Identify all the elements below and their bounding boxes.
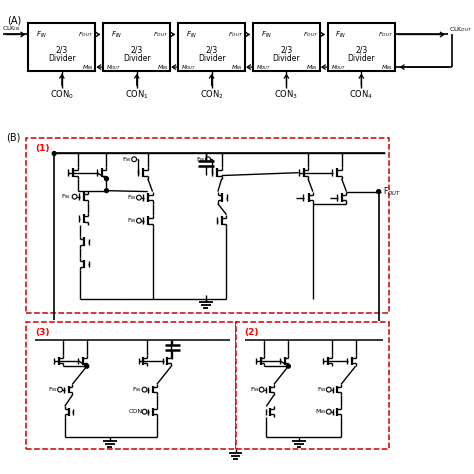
Circle shape: [105, 177, 109, 181]
Text: CLK$_{IN}$: CLK$_{IN}$: [2, 24, 21, 33]
Text: (2): (2): [244, 328, 259, 337]
Text: $F_{OUT}$: $F_{OUT}$: [153, 30, 168, 39]
Text: $F_{IN}$: $F_{IN}$: [186, 29, 197, 39]
Text: F$_{IN}$: F$_{IN}$: [196, 155, 206, 164]
Text: 2/3: 2/3: [131, 46, 143, 55]
Circle shape: [286, 365, 290, 368]
Text: CLK$_{OUT}$: CLK$_{OUT}$: [449, 25, 472, 34]
Text: (1): (1): [35, 144, 49, 153]
Text: 2/3: 2/3: [355, 46, 367, 55]
Bar: [178, 23, 245, 71]
Text: $F_{IN}$: $F_{IN}$: [336, 29, 346, 39]
Bar: [103, 23, 170, 71]
Text: F$_{IN}$: F$_{IN}$: [250, 385, 260, 394]
Text: $M_{IN}$: $M_{IN}$: [231, 63, 243, 72]
Text: M$_{IN}$: M$_{IN}$: [315, 407, 327, 416]
Text: $M_{OUT}$: $M_{OUT}$: [256, 63, 271, 72]
Text: Divider: Divider: [347, 54, 375, 63]
Text: $M_{IN}$: $M_{IN}$: [381, 63, 393, 72]
Text: $F_{OUT}$: $F_{OUT}$: [303, 30, 318, 39]
Text: $M_{OUT}$: $M_{OUT}$: [331, 63, 346, 72]
Text: $F_{IN}$: $F_{IN}$: [261, 29, 272, 39]
Text: $F_{OUT}$: $F_{OUT}$: [78, 30, 93, 39]
Bar: [236, 322, 389, 449]
Text: Divider: Divider: [273, 54, 300, 63]
Text: $M_{OUT}$: $M_{OUT}$: [181, 63, 196, 72]
Bar: [328, 23, 395, 71]
Text: CON$_1$: CON$_1$: [125, 89, 149, 101]
Text: F$_{IN}$: F$_{IN}$: [127, 216, 137, 225]
Text: (A): (A): [7, 15, 21, 25]
Text: 2/3: 2/3: [56, 46, 68, 55]
Text: F$_{OUT}$: F$_{OUT}$: [383, 185, 401, 198]
Circle shape: [85, 365, 89, 368]
Text: F$_{IN}$: F$_{IN}$: [48, 385, 58, 394]
Text: CON: CON: [128, 409, 143, 414]
Text: $M_{IN}$: $M_{IN}$: [306, 63, 318, 72]
Text: CON$_2$: CON$_2$: [200, 89, 224, 101]
Circle shape: [105, 189, 109, 192]
Text: $F_{IN}$: $F_{IN}$: [36, 29, 47, 39]
Text: (B): (B): [6, 132, 20, 142]
Circle shape: [52, 152, 56, 155]
Text: $F_{OUT}$: $F_{OUT}$: [378, 30, 393, 39]
Text: $M_{OUT}$: $M_{OUT}$: [106, 63, 121, 72]
Bar: [27, 322, 236, 449]
Text: F$_{IN}$: F$_{IN}$: [127, 193, 137, 202]
Text: Divider: Divider: [48, 54, 76, 63]
Text: F$_{IN}$: F$_{IN}$: [133, 385, 143, 394]
Text: F$_{IN}$: F$_{IN}$: [122, 155, 132, 164]
Text: CON$_3$: CON$_3$: [274, 89, 299, 101]
Text: CON$_4$: CON$_4$: [349, 89, 374, 101]
Text: Divider: Divider: [198, 54, 226, 63]
Text: F$_{IN}$: F$_{IN}$: [317, 385, 327, 394]
Text: CON$_0$: CON$_0$: [50, 89, 74, 101]
Text: 2/3: 2/3: [205, 46, 218, 55]
Text: $F_{IN}$: $F_{IN}$: [111, 29, 122, 39]
Text: $M_{IN}$: $M_{IN}$: [156, 63, 168, 72]
Bar: [27, 138, 389, 313]
Text: F$_{IN}$: F$_{IN}$: [61, 192, 71, 201]
Bar: [28, 23, 95, 71]
Text: $M_{IN}$: $M_{IN}$: [82, 63, 93, 72]
Text: 2/3: 2/3: [280, 46, 292, 55]
Text: Divider: Divider: [123, 54, 151, 63]
Circle shape: [377, 190, 381, 193]
Bar: [253, 23, 320, 71]
Text: $F_{OUT}$: $F_{OUT}$: [228, 30, 243, 39]
Text: (3): (3): [35, 328, 49, 337]
